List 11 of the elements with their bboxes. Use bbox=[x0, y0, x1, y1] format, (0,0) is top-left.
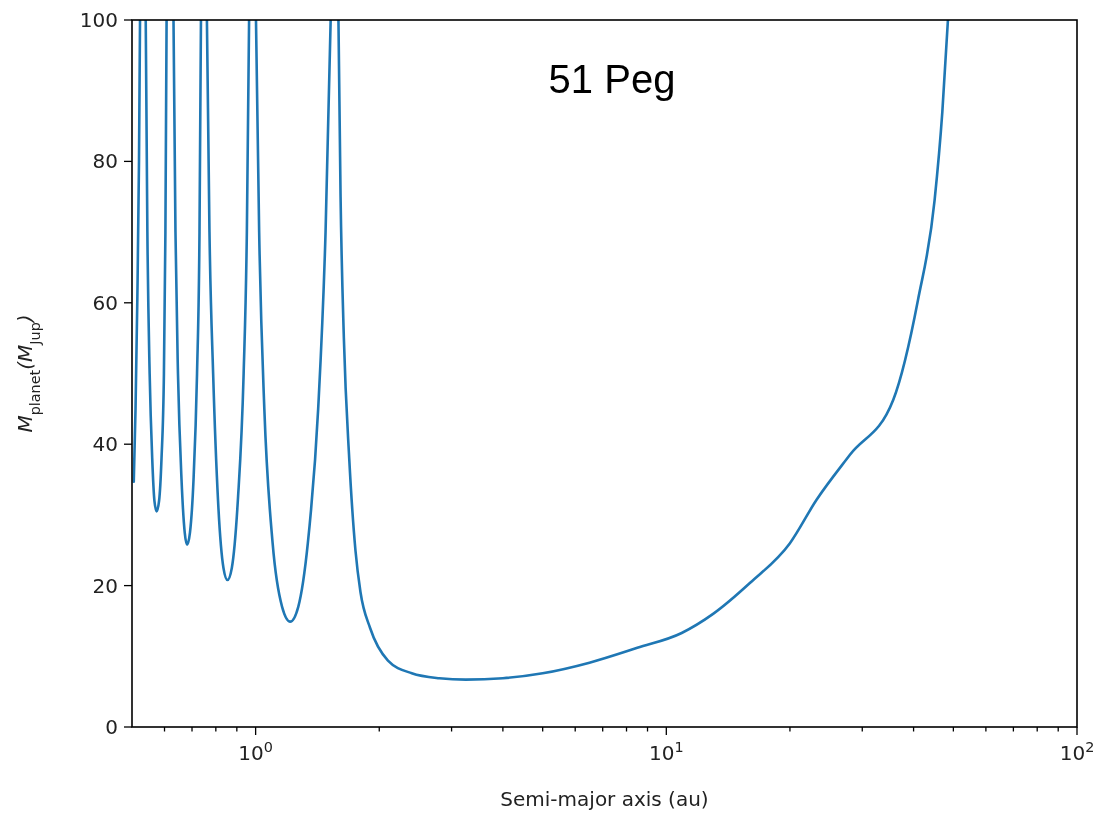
y-tick-label: 60 bbox=[92, 290, 118, 315]
y-tick-label: 0 bbox=[105, 715, 118, 739]
y-tick-label: 100 bbox=[79, 8, 118, 32]
y-tick-label: 80 bbox=[92, 149, 118, 174]
x-tick-label: 10$^{1}$ bbox=[649, 739, 684, 765]
y-tick-label: 20 bbox=[92, 573, 118, 598]
y-tick-label: 40 bbox=[92, 432, 118, 457]
text: 51 Peg bbox=[548, 57, 676, 101]
x-tick-label: 10$^{0}$ bbox=[238, 739, 273, 765]
x-axis-title: Semi-major axis (au) bbox=[500, 787, 709, 811]
x-tick-label: 10$^{2}$ bbox=[1059, 739, 1095, 765]
